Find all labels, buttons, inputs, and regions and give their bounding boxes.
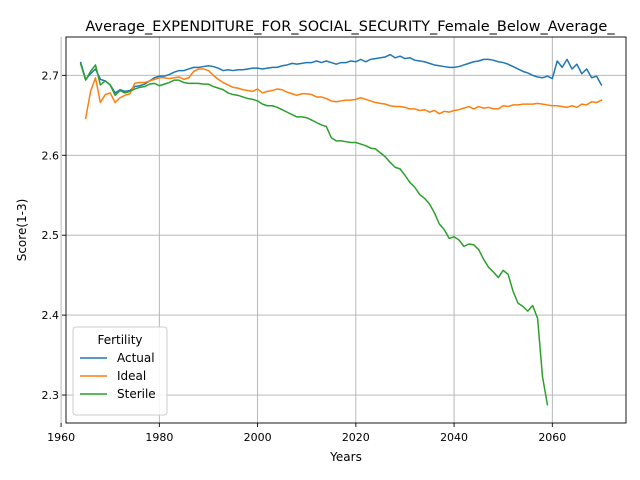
series-line-ideal bbox=[84, 68, 603, 120]
y-tick-label: 2.6 bbox=[42, 149, 60, 162]
series-line-actual bbox=[79, 53, 603, 94]
y-tick-label: 2.5 bbox=[42, 229, 60, 242]
x-tick-label: 2060 bbox=[538, 431, 566, 444]
x-tick-label: 2020 bbox=[342, 431, 370, 444]
legend-label-ideal: Ideal bbox=[117, 369, 146, 383]
x-tick-label: 1960 bbox=[47, 431, 75, 444]
y-axis: 2.3 2.4 2.5 2.6 2.7 bbox=[42, 69, 66, 402]
y-tick-label: 2.7 bbox=[42, 69, 60, 82]
x-axis: 1960 1980 2000 2020 2040 2060 bbox=[47, 423, 566, 444]
x-tick-label: 2040 bbox=[440, 431, 468, 444]
y-axis-label: Score(1-3) bbox=[15, 199, 29, 262]
legend-label-actual: Actual bbox=[117, 351, 155, 365]
legend-title: Fertility bbox=[97, 333, 142, 347]
y-tick-label: 2.4 bbox=[42, 309, 60, 322]
legend-label-sterile: Sterile bbox=[117, 387, 156, 401]
legend-box bbox=[72, 326, 168, 416]
series-lines bbox=[79, 53, 603, 406]
x-tick-label: 2000 bbox=[244, 431, 272, 444]
chart-title: Average_EXPENDITURE_FOR_SOCIAL_SECURITY_… bbox=[85, 19, 615, 35]
legend: Fertility Actual Ideal Sterile bbox=[72, 326, 168, 416]
y-tick-label: 2.3 bbox=[42, 389, 60, 402]
x-axis-label: Years bbox=[329, 450, 362, 464]
series-line-sterile bbox=[79, 63, 549, 406]
x-tick-label: 1980 bbox=[145, 431, 173, 444]
plot-frame bbox=[65, 36, 627, 424]
